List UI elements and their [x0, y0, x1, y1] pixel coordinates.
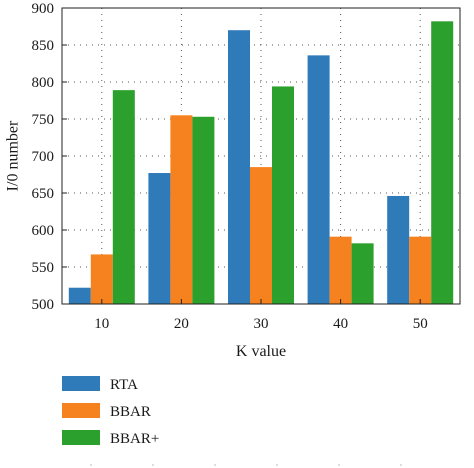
y-tick-label: 800 [32, 75, 55, 91]
bar-bbar-plus-40 [351, 243, 374, 304]
legend-label-bbar: BBAR [110, 404, 151, 420]
bar-rta-50 [387, 195, 410, 304]
x-tick-label: 10 [94, 316, 109, 332]
x-tick-label: 20 [174, 316, 189, 332]
legend-label-bbar-plus: BBAR+ [110, 431, 159, 447]
x-axis-title: K value [236, 343, 286, 360]
legend: RTA BBAR BBAR+ [62, 376, 159, 447]
bar-bbar-30 [250, 167, 272, 304]
y-tick-label: 900 [32, 1, 55, 17]
y-axis-ticks: 500 550 600 650 700 750 800 850 900 [32, 1, 67, 313]
y-tick-label: 500 [32, 297, 55, 313]
y-tick-label: 550 [32, 260, 55, 276]
bars [68, 21, 454, 304]
y-tick-label: 750 [32, 112, 55, 128]
y-tick-label: 600 [32, 223, 55, 239]
bar-bbar-50 [409, 236, 432, 304]
bar-bbar-40 [329, 236, 352, 304]
y-axis-title: I/0 number [5, 120, 22, 191]
bar-bbar-plus-10 [112, 90, 135, 304]
y-tick-label: 650 [32, 186, 55, 202]
bar-bbar-plus-20 [192, 116, 215, 304]
y-tick-label: 700 [32, 149, 55, 165]
legend-swatch-rta [62, 376, 100, 391]
bar-rta-10 [68, 287, 91, 304]
x-tick-label: 50 [413, 316, 428, 332]
legend-swatch-bbar-plus [62, 430, 100, 445]
bar-bbar-10 [90, 254, 113, 304]
x-axis-ticks: 10 20 30 40 50 [94, 299, 428, 332]
bar-rta-30 [228, 30, 250, 304]
x-tick-label: 30 [254, 316, 269, 332]
bar-bbar-plus-30 [272, 86, 294, 304]
legend-label-rta: RTA [110, 377, 138, 393]
bar-rta-20 [148, 173, 171, 304]
legend-swatch-bbar [62, 403, 100, 418]
y-tick-label: 850 [32, 38, 55, 54]
x-tick-label: 40 [333, 316, 348, 332]
bar-bbar-plus-50 [431, 21, 454, 304]
bar-rta-40 [307, 55, 330, 304]
bar-bbar-20 [170, 115, 193, 304]
